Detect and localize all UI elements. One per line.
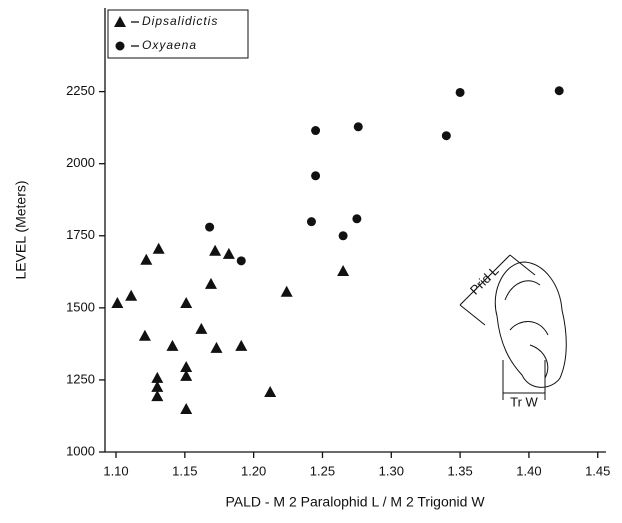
y-tick-label: 1500 bbox=[66, 299, 95, 314]
data-point bbox=[151, 380, 164, 392]
data-point bbox=[353, 122, 363, 132]
x-tick-label: 1.30 bbox=[379, 463, 404, 478]
x-tick-label: 1.10 bbox=[103, 463, 128, 478]
data-point bbox=[180, 369, 193, 381]
y-tick-label: 1000 bbox=[66, 443, 95, 458]
y-tick-label: 2000 bbox=[66, 155, 95, 170]
data-point bbox=[151, 390, 164, 402]
data-point bbox=[441, 131, 451, 141]
data-point bbox=[125, 289, 138, 301]
data-point bbox=[352, 214, 362, 224]
data-point bbox=[180, 403, 193, 415]
data-point bbox=[180, 360, 193, 372]
data-point bbox=[222, 247, 235, 259]
x-tick-label: 1.15 bbox=[172, 463, 197, 478]
data-point bbox=[311, 171, 321, 181]
legend-marker bbox=[115, 41, 125, 51]
y-axis-label: LEVEL (Meters) bbox=[13, 180, 29, 279]
data-point bbox=[180, 296, 193, 308]
data-point bbox=[236, 256, 246, 266]
data-point bbox=[195, 322, 208, 334]
data-point bbox=[204, 277, 217, 289]
x-tick-label: 1.25 bbox=[310, 463, 335, 478]
x-tick-label: 1.45 bbox=[585, 463, 610, 478]
data-point bbox=[338, 231, 348, 241]
x-tick-label: 1.40 bbox=[516, 463, 541, 478]
x-axis-label: PALD - M 2 Paralophid L / M 2 Trigonid W bbox=[225, 494, 485, 510]
data-point bbox=[235, 339, 248, 351]
data-point bbox=[280, 285, 293, 297]
y-tick-label: 2250 bbox=[66, 83, 95, 98]
data-point bbox=[306, 217, 316, 227]
annotation: Tr W bbox=[510, 394, 538, 409]
legend-label: Dipsalidictis bbox=[142, 14, 218, 28]
data-point bbox=[264, 386, 277, 398]
data-point bbox=[455, 87, 465, 97]
y-tick-label: 1750 bbox=[66, 227, 95, 242]
data-point bbox=[554, 86, 564, 96]
tooth-sketch bbox=[459, 254, 567, 400]
legend-marker bbox=[114, 16, 126, 27]
data-point bbox=[210, 341, 223, 353]
data-point bbox=[166, 339, 179, 351]
legend-label: Oxyaena bbox=[142, 38, 197, 52]
x-tick-label: 1.20 bbox=[241, 463, 266, 478]
data-point bbox=[209, 244, 222, 256]
data-point bbox=[111, 296, 124, 308]
legend-box bbox=[107, 9, 249, 59]
data-point bbox=[311, 126, 321, 136]
y-tick-label: 1250 bbox=[66, 371, 95, 386]
data-point bbox=[138, 329, 151, 341]
x-tick-label: 1.35 bbox=[447, 463, 472, 478]
data-point bbox=[140, 253, 153, 265]
data-point bbox=[337, 264, 350, 276]
data-point bbox=[205, 222, 215, 232]
data-point bbox=[151, 371, 164, 383]
data-point bbox=[152, 242, 165, 254]
